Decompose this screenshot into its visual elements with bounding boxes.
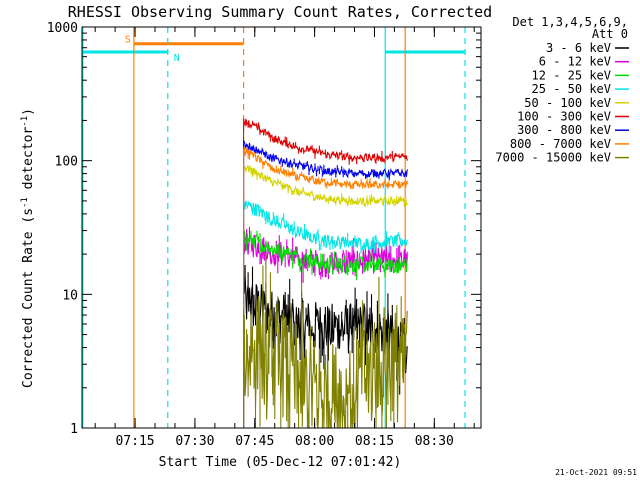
legend-label: 7000 - 15000 keV [495, 151, 611, 165]
y-tick-label: 1000 [47, 21, 78, 36]
legend-label: 300 - 800 keV [517, 123, 611, 137]
x-tick-label: 08:00 [295, 434, 334, 449]
legend-header-attenuator: Att 0 [592, 27, 628, 41]
series-line-3 [243, 200, 408, 254]
x-tick-label: 07:15 [115, 434, 154, 449]
plot-area: S N 1 10 100 1000 07:15 07:30 07:45 08:00 08:15 08:… [47, 21, 482, 449]
y-tick-label: 100 [55, 155, 78, 170]
legend-label: 800 - 7000 keV [510, 137, 611, 151]
x-axis-label: Start Time (05-Dec-12 07:01:42) [159, 455, 402, 470]
chart-title: RHESSI Observing Summary Count Rates, Co… [68, 3, 492, 21]
series-line-6 [243, 140, 408, 181]
night-label: N [174, 53, 180, 64]
legend-label: 12 - 25 keV [532, 68, 611, 82]
y-tick-label: 10 [62, 288, 78, 303]
y-tick-label: 1 [70, 422, 78, 437]
footer-timestamp: 21-Oct-2021 09:51 [555, 468, 637, 477]
x-tick-label: 07:30 [175, 434, 214, 449]
legend-label: 3 - 6 keV [546, 41, 611, 55]
y-axis-label: Corrected Count Rate (s-1 detector-1) [20, 108, 36, 388]
y-axis-label-sup2: -1 [20, 116, 30, 127]
saa-label: S [125, 35, 131, 46]
legend-label: 25 - 50 keV [532, 82, 611, 96]
legend-label: 50 - 100 keV [524, 96, 611, 110]
plot-frame [81, 26, 482, 429]
series-line-7 [243, 146, 408, 190]
legend-label: 100 - 300 keV [517, 110, 611, 124]
legend-header-detectors: Det 1,3,4,5,6,9, [512, 15, 628, 29]
series-line-8 [243, 253, 408, 429]
series-line-2 [243, 228, 408, 281]
x-tick-label: 08:30 [415, 434, 454, 449]
x-tick-label: 08:15 [355, 434, 394, 449]
y-axis-label-main: Corrected Count Rate (s [21, 208, 36, 388]
x-tick-label: 07:45 [235, 434, 274, 449]
legend-label: 6 - 12 keV [539, 55, 611, 69]
series-line-1 [243, 226, 408, 283]
y-axis-label-mid: detector [21, 127, 36, 198]
y-axis-label-end: ) [21, 108, 36, 116]
y-axis-label-sup1: -1 [20, 197, 30, 208]
series-line-5 [243, 118, 408, 165]
series-line-4 [243, 165, 408, 207]
